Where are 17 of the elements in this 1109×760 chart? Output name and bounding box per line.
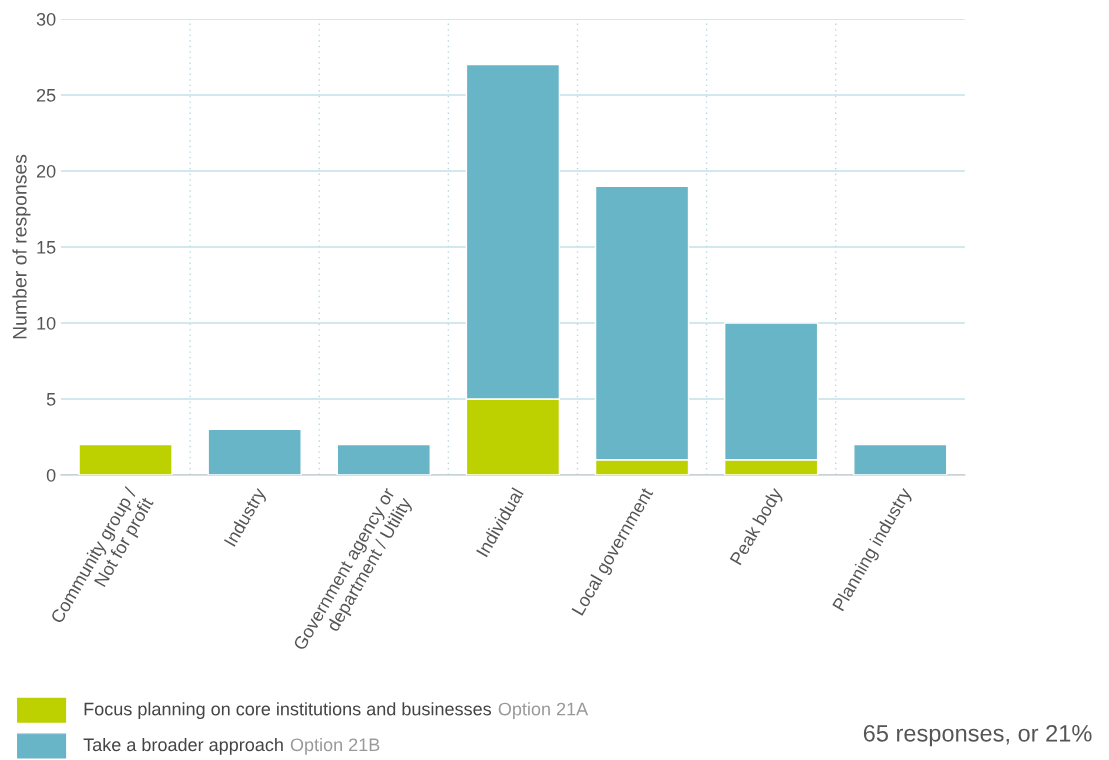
y-tick-label: 5 <box>46 393 56 406</box>
text: Option 21A <box>498 702 589 720</box>
legend-label: Take a broader approach <box>83 737 283 755</box>
y-tick-label: 0 <box>46 468 56 482</box>
legend-label: Focus planning on core institutions and businesses <box>84 702 492 720</box>
y-tick-label: 15 <box>37 241 56 254</box>
text: 65 responses, or 21% <box>863 724 1092 747</box>
y-tick-label: 10 <box>37 316 56 330</box>
y-axis-title: Number of responses <box>12 154 31 339</box>
text: Option 21B <box>290 737 380 755</box>
y-tick-label: 30 <box>36 12 56 26</box>
bar <box>336 443 431 475</box>
bar <box>853 443 948 475</box>
bar <box>78 443 173 475</box>
y-tick-label: 25 <box>36 88 56 102</box>
bar <box>207 428 302 475</box>
y-tick-label: 20 <box>36 164 56 178</box>
